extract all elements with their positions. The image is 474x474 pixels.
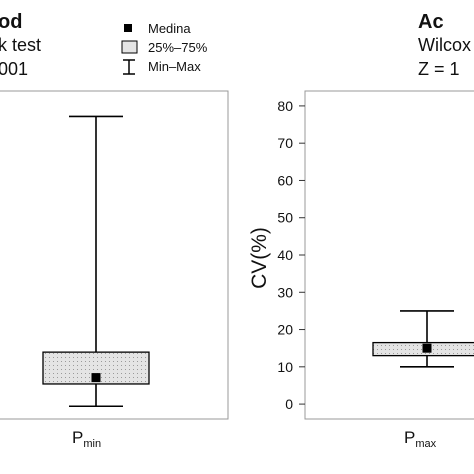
right-plot-frame xyxy=(304,90,474,420)
y-tick-label-3: 30 xyxy=(277,284,293,300)
left-plot-frame xyxy=(0,90,229,420)
right-box-marks xyxy=(372,310,474,368)
y-tick-label-6: 60 xyxy=(277,172,293,188)
legend-box-marker xyxy=(121,40,138,54)
right-y-axis: 0 10 20 30 40 50 60 70 80 xyxy=(277,98,305,412)
left-box-marks xyxy=(42,115,150,408)
left-x-tick-subscript: min xyxy=(83,438,101,450)
right-x-tick-main: P xyxy=(404,428,415,447)
legend-median-label: Medina xyxy=(148,21,191,36)
right-x-tick-label: Pmax xyxy=(404,428,437,450)
y-tick-label-0: 0 xyxy=(285,396,293,412)
left-x-tick-label: Pmin xyxy=(72,428,101,450)
y-tick-label-5: 50 xyxy=(277,210,293,226)
legend-whisker-label: Min–Max xyxy=(148,59,201,74)
legend-median-marker xyxy=(124,24,132,32)
legend: Medina 25%–75% Min–Max xyxy=(121,21,208,75)
legend-box-label: 25%–75% xyxy=(148,40,208,55)
right-title-line-3: Z = 1 xyxy=(418,59,460,79)
right-panel: Ac Wilcox Z = 1 CV(%) 01020304050607080 … xyxy=(248,11,474,450)
y-tick-label-7: 70 xyxy=(277,135,293,151)
left-panel: od k test 001 Medina 25%–75% Min–Max Pmi… xyxy=(0,11,229,450)
right-x-tick-subscript: max xyxy=(415,438,436,450)
y-tick-label-8: 80 xyxy=(277,98,293,114)
y-tick-label-4: 40 xyxy=(277,247,293,263)
left-median-marker xyxy=(91,373,101,383)
right-title-line-1: Ac xyxy=(418,11,444,33)
right-median-marker xyxy=(422,343,432,353)
y-tick-label-1: 10 xyxy=(277,359,293,375)
left-title-line-2: k test xyxy=(0,35,41,55)
left-x-tick-main: P xyxy=(72,428,83,447)
left-title-line-3: 001 xyxy=(0,59,28,79)
y-tick-label-2: 20 xyxy=(277,322,293,338)
left-title-line-1: od xyxy=(0,11,22,33)
right-title-line-2: Wilcox xyxy=(418,35,471,55)
y-axis-label: CV(%) xyxy=(248,227,271,289)
